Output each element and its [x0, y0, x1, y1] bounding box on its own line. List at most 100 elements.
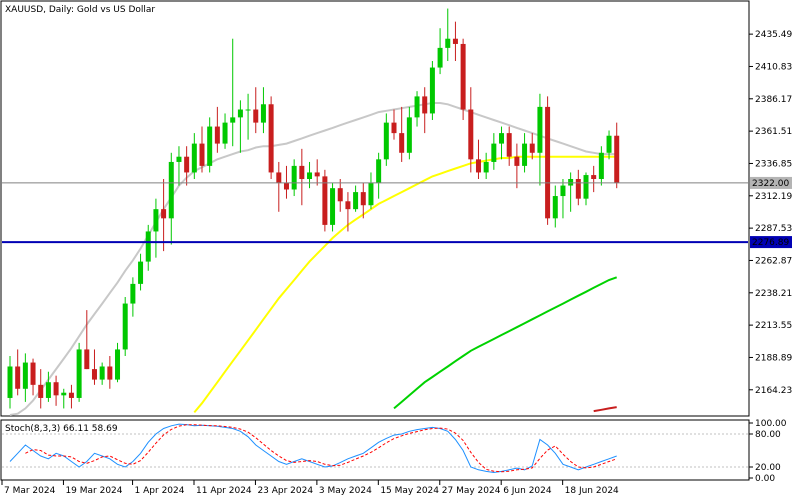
candle-body	[276, 172, 282, 183]
candle-body	[268, 104, 274, 173]
candle	[330, 182, 336, 232]
candle-body	[237, 109, 243, 118]
candle	[176, 146, 182, 186]
x-tick-label: 19 Mar 2024	[65, 486, 122, 496]
y-axis: 2435.49 2410.83 2386.17 2361.51 2336.85 2312.…	[749, 30, 792, 396]
candle	[537, 93, 543, 186]
x-axis: 7 Mar 2024 19 Mar 2024 1 Apr 2024 11 Apr 20…	[1, 480, 619, 496]
candle-body	[22, 362, 28, 389]
stoch-y-tick-label: 20.00	[755, 463, 781, 473]
candle	[452, 21, 458, 61]
candle-body	[307, 172, 313, 179]
candle	[61, 388, 67, 409]
candle	[299, 148, 305, 206]
candle	[53, 375, 59, 406]
candle	[191, 133, 197, 179]
y-tick-label: 2164.23	[755, 386, 792, 396]
x-tick-label: 23 Apr 2024	[257, 486, 313, 496]
candle-body	[184, 156, 190, 173]
candle	[568, 172, 574, 212]
candle-body	[568, 179, 574, 186]
candle	[7, 356, 13, 409]
candle-body	[191, 143, 197, 173]
candle-body	[30, 362, 36, 385]
candle	[445, 8, 451, 61]
candle-body	[368, 182, 374, 206]
candle-body	[383, 122, 389, 160]
candle-body	[583, 175, 589, 199]
candle	[107, 356, 113, 389]
y-tick-label: 2435.49	[755, 30, 792, 40]
candle-body	[122, 303, 128, 350]
candle	[199, 126, 205, 173]
candle	[168, 152, 174, 245]
candle-body	[468, 109, 474, 160]
candle	[468, 87, 474, 173]
candle	[307, 161, 313, 189]
x-tick-label: 1 Apr 2024	[135, 486, 185, 496]
candle-body	[68, 392, 74, 398]
candle-body	[45, 382, 51, 398]
candle-body	[207, 126, 213, 166]
candle	[437, 28, 443, 75]
candle-body	[414, 96, 420, 118]
x-tick-label: 6 Jun 2024	[503, 486, 552, 496]
y-tick-label: 2336.85	[755, 159, 792, 169]
candle-body	[330, 188, 336, 225]
x-tick-label: 18 Jun 2024	[565, 486, 619, 496]
x-tick-label: 11 Apr 2024	[196, 486, 252, 496]
candle	[399, 106, 405, 162]
candle	[475, 139, 481, 179]
candle	[115, 342, 121, 383]
candle-body	[7, 366, 13, 398]
candle	[138, 253, 144, 291]
candle	[598, 146, 604, 186]
stoch-y-tick-label: 80.00	[755, 430, 781, 440]
candle-body	[38, 384, 44, 398]
y-tick-label: 2312.19	[755, 192, 792, 202]
candle-body	[107, 366, 113, 380]
candle-body	[598, 152, 604, 179]
candle	[376, 152, 382, 199]
candle	[15, 349, 21, 396]
candle	[153, 198, 159, 258]
candle	[506, 126, 512, 166]
candle	[583, 172, 589, 206]
candle-body	[99, 366, 105, 380]
candle	[591, 165, 597, 193]
candle	[268, 96, 274, 179]
candle	[337, 179, 343, 212]
candle-body	[53, 382, 59, 396]
candle-body	[145, 231, 151, 262]
candle-body	[91, 369, 97, 380]
candle	[22, 353, 28, 402]
candle-body	[506, 133, 512, 157]
candle-body	[360, 192, 366, 206]
candle-body	[376, 159, 382, 183]
candle-body	[130, 283, 136, 304]
candle	[214, 106, 220, 153]
candle-body	[15, 366, 21, 389]
candle	[68, 384, 74, 409]
candle-body	[199, 143, 205, 166]
stoch-y-tick-label: 100.00	[755, 419, 787, 429]
candle	[368, 172, 374, 210]
candle-body	[522, 143, 528, 166]
moving-average-ma_fast	[9, 102, 617, 416]
current-price-label-bg	[750, 176, 792, 189]
candle	[529, 133, 535, 160]
moving-average-ma_slow2	[593, 406, 617, 413]
candle	[552, 185, 558, 228]
stoch-label: Stoch(8,3,3) 66.11 58.69	[5, 424, 118, 434]
candle-body	[168, 161, 174, 219]
candle	[422, 87, 428, 134]
candle-body	[552, 196, 558, 219]
candle-body	[529, 143, 535, 153]
candle-body	[214, 126, 220, 144]
candle	[491, 133, 497, 170]
candle	[99, 362, 105, 385]
candle	[575, 169, 581, 206]
candle-body	[61, 392, 67, 396]
